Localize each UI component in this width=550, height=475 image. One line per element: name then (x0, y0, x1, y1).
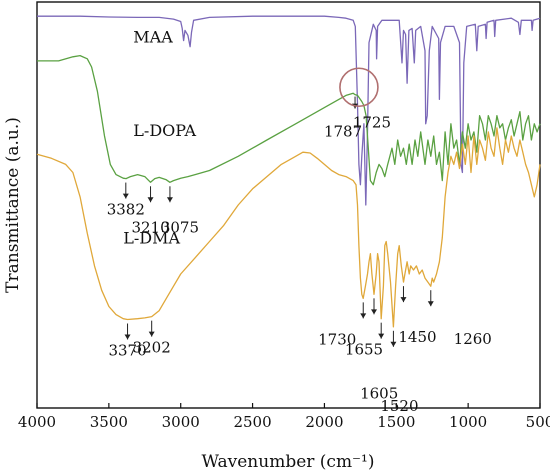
peak-arrowhead-3075 (166, 197, 173, 203)
peak-arrowhead-1450 (400, 297, 407, 303)
series-label-l-dma: L-DMA (123, 229, 180, 248)
peak-arrowhead-3370 (124, 334, 131, 340)
peak-label-3202: 3202 (133, 339, 171, 357)
peak-label-1605: 1605 (360, 385, 398, 403)
highlight-circle (339, 67, 379, 108)
series-line-l-dma (36, 127, 541, 328)
peak-label-1725: 1725 (353, 114, 391, 132)
y-axis-title: Transmittance (a.u.) (3, 117, 23, 293)
x-tick-label-2000: 2000 (305, 413, 343, 431)
x-tick-label-1000: 1000 (449, 413, 487, 431)
peak-arrowhead-1605 (378, 333, 385, 339)
series-line-maa (37, 15, 541, 206)
peak-label-1730: 1730 (318, 330, 356, 348)
x-tick-label-2500: 2500 (233, 413, 271, 431)
peak-label-3210: 3210 (131, 218, 169, 236)
series-labels: MAA L-DOPA L-DMA (123, 28, 196, 248)
peak-label-3370: 3370 (108, 341, 146, 359)
x-tick-label-3000: 3000 (162, 413, 200, 431)
x-axis-ticks (36, 403, 541, 408)
spectra (36, 15, 541, 328)
peak-arrowhead-3202 (148, 331, 155, 337)
peak-label-3382: 3382 (107, 201, 145, 219)
peak-arrowhead-1260 (427, 301, 434, 307)
peak-label-1450: 1450 (398, 328, 436, 346)
series-label-l-dopa: L-DOPA (133, 121, 196, 140)
x-axis-title: Wavenumber (cm⁻¹) (202, 452, 375, 472)
peak-label-1260: 1260 (454, 330, 492, 348)
peak-arrowhead-3382 (122, 193, 129, 199)
peak-arrowhead-1520 (390, 341, 397, 347)
x-tick-label-1500: 1500 (377, 413, 415, 431)
peak-arrowhead-3210 (147, 197, 154, 203)
x-axis-tick-labels: 4000 3500 3000 2500 2000 1500 1000 500 (18, 413, 550, 431)
x-tick-label-500: 500 (526, 413, 550, 431)
peak-label-1520: 1520 (380, 397, 418, 415)
x-tick-label-3500: 3500 (90, 413, 128, 431)
peak-label-3075: 3075 (161, 218, 199, 236)
plot-frame (36, 1, 541, 409)
series-line-l-dopa (37, 54, 541, 186)
x-tick-label-4000: 4000 (18, 413, 56, 431)
peak-arrowhead-1730 (360, 313, 367, 319)
peak-arrowhead-1655 (371, 309, 378, 315)
peak-label-1655: 1655 (345, 340, 383, 358)
series-label-maa: MAA (133, 28, 173, 47)
peak-label-1787: 1787 (324, 123, 362, 141)
